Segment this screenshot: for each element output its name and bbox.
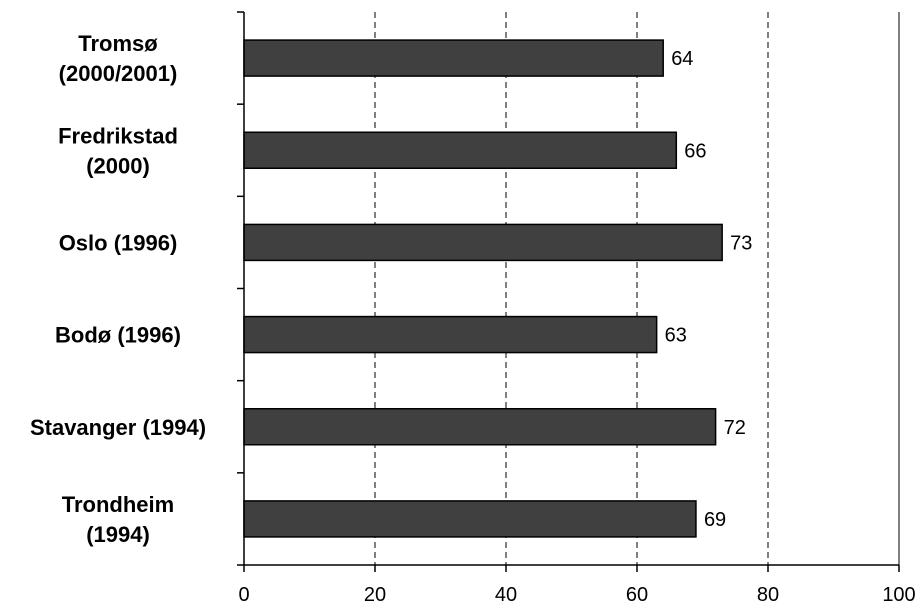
x-tick-label: 60 [626,584,648,606]
data-label: 69 [704,509,726,531]
bar [243,315,658,354]
data-label: 63 [665,325,687,347]
category-label: Bodø (1996) [55,323,181,348]
labels: 0 20 40 60 80 100 64 Tromsø (2000/2001) 66 Fredrik… [30,31,916,606]
axes [237,11,900,572]
bar [243,131,678,169]
data-label: 66 [684,140,706,162]
grid-lines [374,12,900,565]
x-tick-label: 40 [495,584,517,606]
bar [243,408,717,446]
data-label: 64 [671,48,693,70]
category-label: (1994) [86,522,150,547]
category-label: Oslo (1996) [59,230,178,255]
data-label: 73 [730,232,752,254]
bars [243,39,723,538]
category-label: (2000) [86,153,150,178]
bar [243,500,697,538]
x-tick-label: 100 [882,584,915,606]
x-tick-label: 20 [364,584,386,606]
bar [243,223,723,262]
category-label: Fredrikstad [58,123,178,148]
x-tick-label: 0 [238,584,249,606]
category-label: (2000/2001) [59,61,178,86]
data-label: 72 [724,417,746,439]
x-tick-label: 80 [757,584,779,606]
category-label: Tromsø [78,31,158,56]
category-label: Trondheim [62,492,174,517]
category-label: Stavanger (1994) [30,415,206,440]
bar [243,39,664,77]
